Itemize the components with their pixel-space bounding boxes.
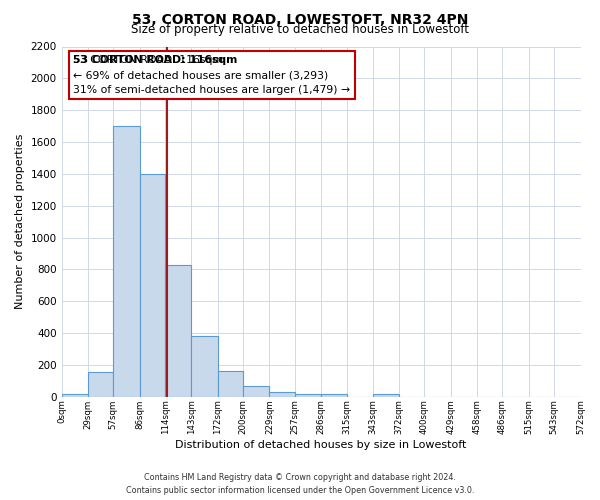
Text: 53 CORTON ROAD: 116sqm
← 69% of detached houses are smaller (3,293)
31% of semi-: 53 CORTON ROAD: 116sqm ← 69% of detached… (73, 56, 350, 95)
Text: 53 CORTON ROAD: 116sqm: 53 CORTON ROAD: 116sqm (73, 56, 238, 66)
Text: Size of property relative to detached houses in Lowestoft: Size of property relative to detached ho… (131, 22, 469, 36)
Y-axis label: Number of detached properties: Number of detached properties (15, 134, 25, 310)
Bar (243, 386, 269, 397)
Bar (140, 174, 165, 397)
Bar (373, 394, 399, 397)
Bar (191, 336, 218, 397)
Bar (88, 372, 113, 397)
Text: 53, CORTON ROAD, LOWESTOFT, NR32 4PN: 53, CORTON ROAD, LOWESTOFT, NR32 4PN (132, 12, 468, 26)
Bar (269, 392, 295, 397)
Bar (218, 372, 243, 397)
Bar (113, 126, 140, 397)
Bar (295, 394, 321, 397)
Text: Contains HM Land Registry data © Crown copyright and database right 2024.
Contai: Contains HM Land Registry data © Crown c… (126, 474, 474, 495)
Bar (165, 264, 191, 397)
X-axis label: Distribution of detached houses by size in Lowestoft: Distribution of detached houses by size … (175, 440, 467, 450)
Bar (62, 394, 88, 397)
Bar (321, 394, 347, 397)
